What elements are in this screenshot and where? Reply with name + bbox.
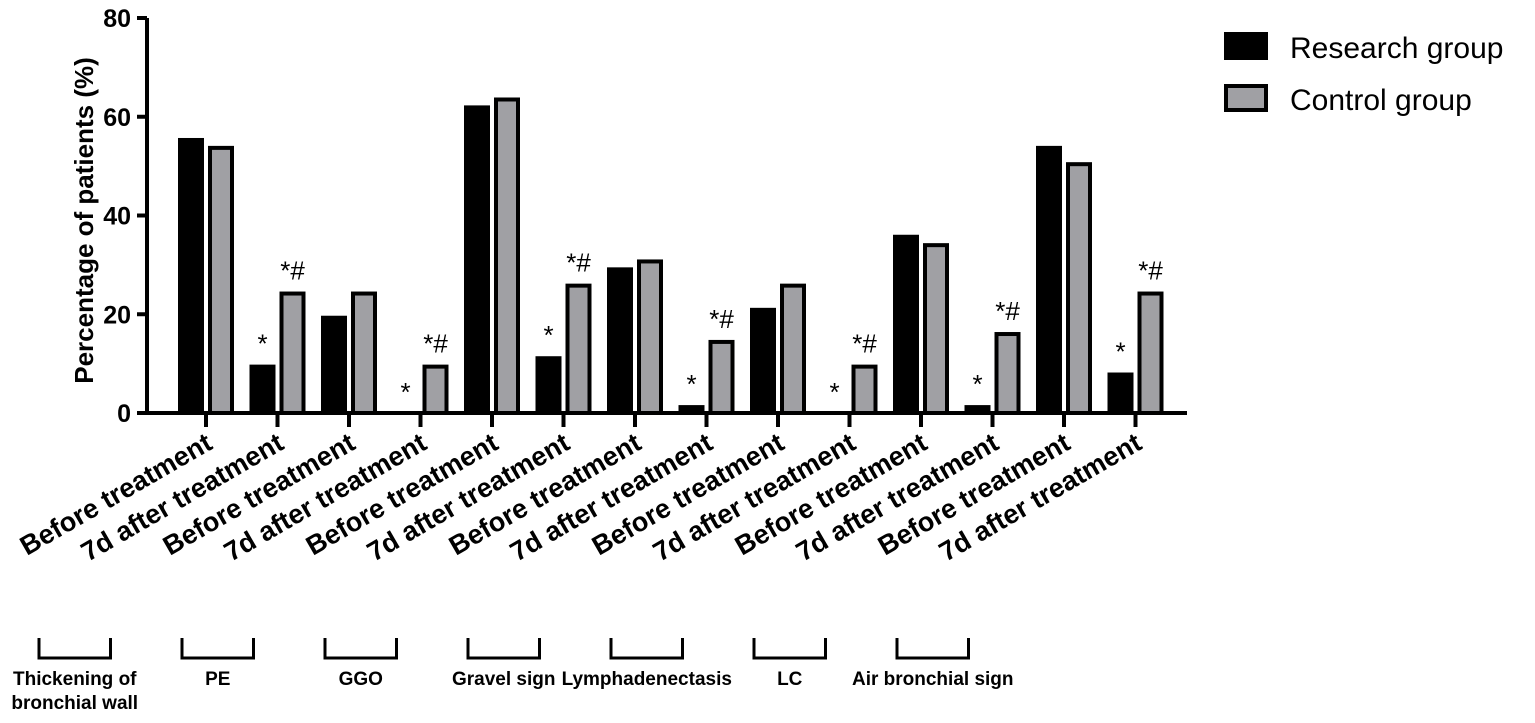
annotation-research-9: * xyxy=(829,377,839,407)
plot-area: * * * * * * * *# *# *# *# *# *# *# xyxy=(178,97,1164,416)
group-bracket-0 xyxy=(37,638,112,660)
bar-research-2 xyxy=(321,315,347,416)
bar-control-12 xyxy=(1066,162,1092,415)
group-label-5: LC xyxy=(777,669,803,690)
group-label-0-line-1: bronchial wall xyxy=(11,693,138,714)
annotation-control-7: *# xyxy=(709,304,734,334)
group-bracket-4 xyxy=(609,638,684,660)
bar-control-1 xyxy=(279,291,306,416)
group-label-3: Gravel sign xyxy=(452,669,556,690)
bar-control-4 xyxy=(494,97,520,416)
group-bracket-5 xyxy=(752,638,827,660)
bar-research-1 xyxy=(249,364,276,415)
bar-control-5 xyxy=(565,283,592,416)
group-label-4: Lymphadenectasis xyxy=(562,669,732,690)
y-tick-label-4: 80 xyxy=(103,5,131,33)
annotation-control-5: *# xyxy=(566,248,591,278)
annotation-control-11: *# xyxy=(995,296,1020,326)
bar-control-10 xyxy=(923,243,949,415)
annotation-control-3: *# xyxy=(423,329,448,359)
bar-control-2 xyxy=(351,291,377,416)
bar-control-3 xyxy=(422,364,449,415)
annotation-research-5: * xyxy=(543,320,553,350)
annotation-control-13: *# xyxy=(1138,256,1163,286)
bar-control-6 xyxy=(637,259,663,415)
bar-research-6 xyxy=(607,267,633,415)
bar-research-4 xyxy=(464,105,490,416)
annotation-research-1: * xyxy=(257,329,267,359)
bar-control-13 xyxy=(1137,291,1164,416)
group-bracket-6 xyxy=(895,638,970,660)
bar-research-8 xyxy=(750,307,776,415)
bar-research-5 xyxy=(535,356,562,415)
group-label-2: GGO xyxy=(339,669,383,690)
y-tick-label-2: 40 xyxy=(103,203,131,231)
bar-research-12 xyxy=(1036,145,1062,415)
legend: Research group Control group xyxy=(1224,32,1503,117)
annotation-research-7: * xyxy=(686,369,696,399)
legend-swatch-research xyxy=(1224,32,1268,60)
bar-control-11 xyxy=(994,332,1021,415)
bar-research-10 xyxy=(893,234,919,415)
bar-control-0 xyxy=(208,145,234,415)
annotation-research-13: * xyxy=(1115,337,1125,367)
bar-control-8 xyxy=(780,283,806,416)
group-bracket-1 xyxy=(180,638,255,660)
annotation-research-11: * xyxy=(972,369,982,399)
group-label-1: PE xyxy=(205,669,230,690)
legend-label-research: Research group xyxy=(1290,32,1503,65)
y-tick-label-1: 20 xyxy=(103,301,131,329)
bar-control-7 xyxy=(708,339,735,415)
annotation-control-9: *# xyxy=(852,329,877,359)
group-bracket-3 xyxy=(466,638,541,660)
bar-research-0 xyxy=(178,137,204,415)
group-label-0-line-0: Thickening of xyxy=(13,669,137,690)
bar-research-13 xyxy=(1107,372,1134,416)
annotation-research-3: * xyxy=(400,377,410,407)
y-tick-label-0: 0 xyxy=(117,400,131,428)
group-bracket-2 xyxy=(323,638,398,660)
group-label-6: Air bronchial sign xyxy=(852,669,1014,690)
y-tick-label-3: 60 xyxy=(103,104,131,132)
annotation-control-1: *# xyxy=(280,256,305,286)
bar-control-9 xyxy=(851,364,878,415)
legend-swatch-control xyxy=(1224,84,1268,112)
y-axis-title: Percentage of patients (%) xyxy=(69,57,99,384)
legend-label-control: Control group xyxy=(1290,84,1472,117)
